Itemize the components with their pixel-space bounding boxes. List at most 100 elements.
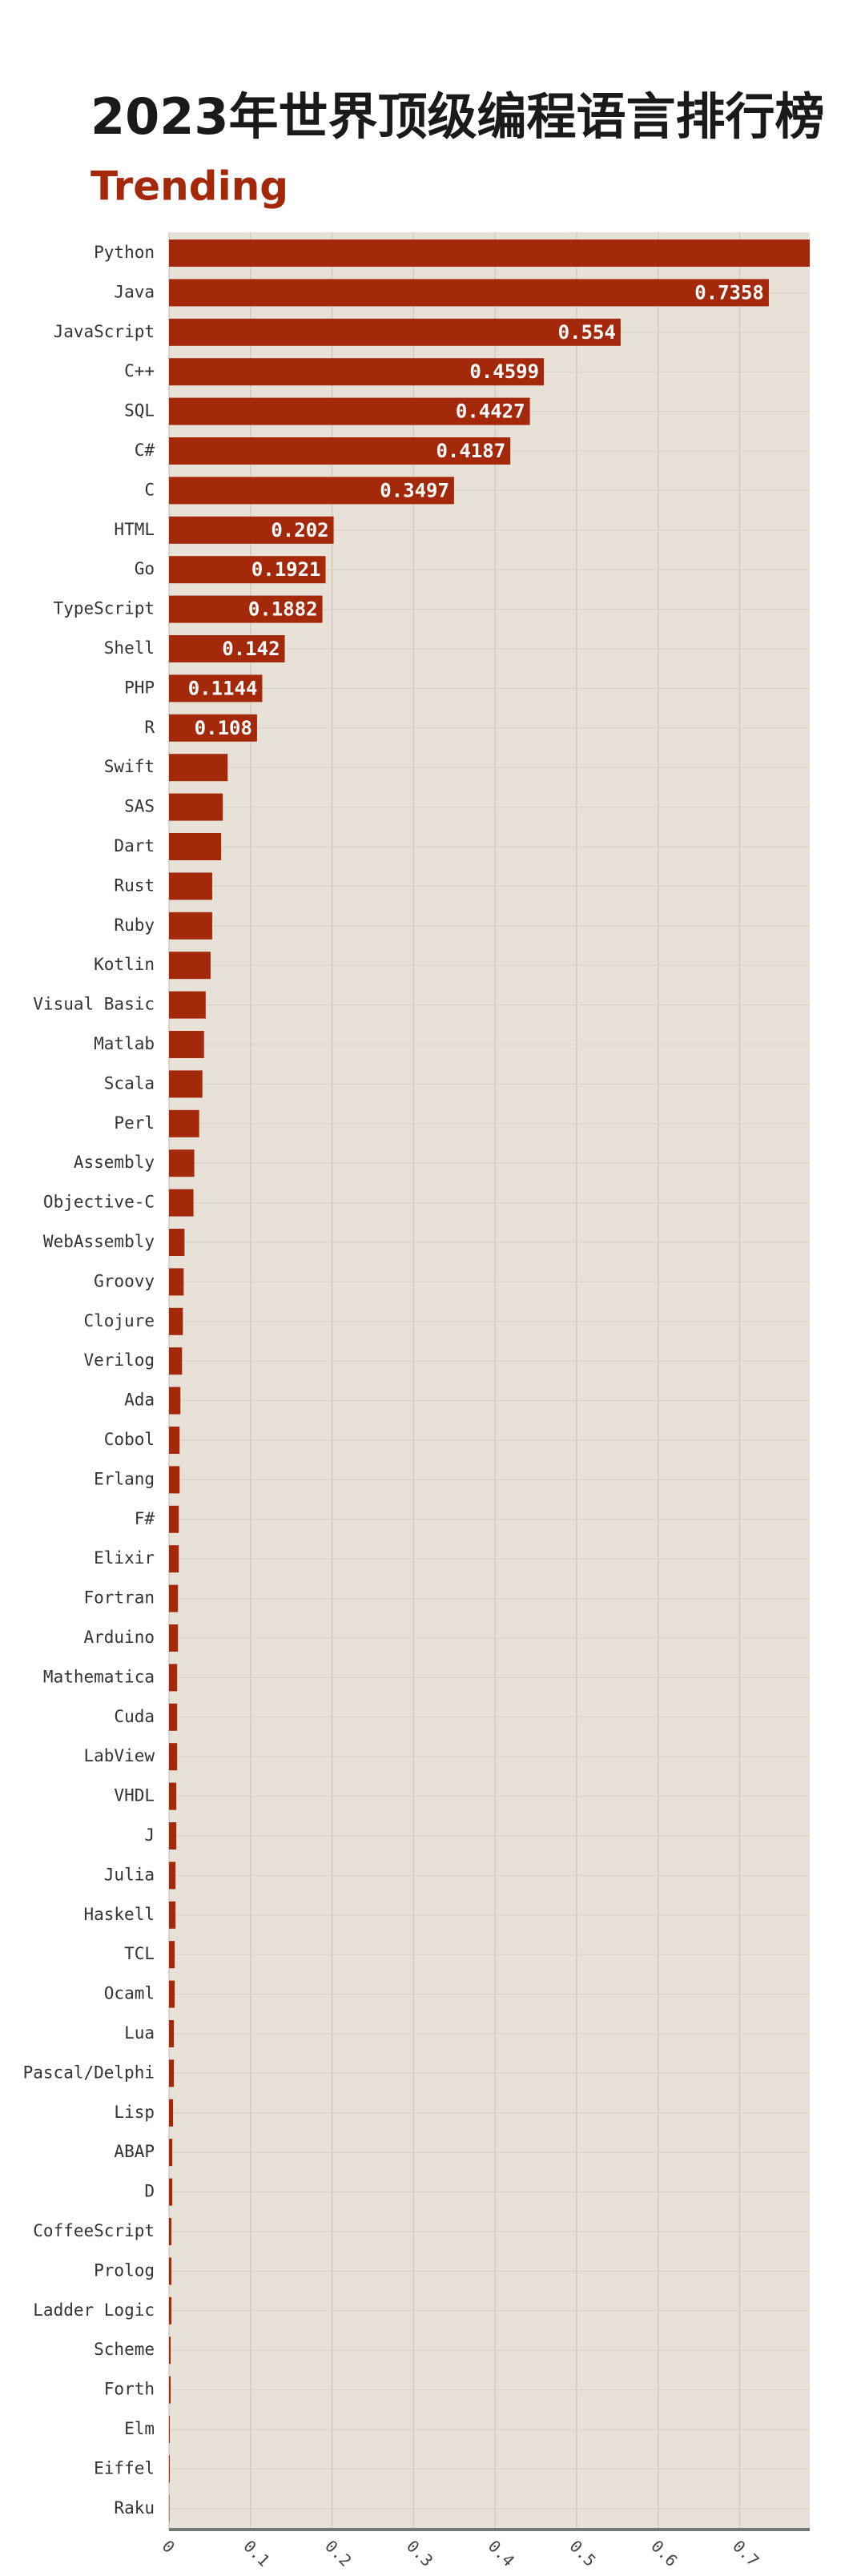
bar — [169, 2296, 172, 2324]
y-tick-label: Mathematica — [43, 1667, 155, 1686]
bar — [169, 2455, 171, 2483]
bar — [169, 1149, 195, 1177]
bar — [169, 2494, 170, 2522]
y-tick-label: Dart — [114, 836, 155, 855]
bar — [169, 1229, 185, 1256]
y-tick-label: Swift — [104, 757, 155, 776]
x-tick-label: 0.6 — [647, 2536, 682, 2570]
bar — [169, 1268, 184, 1296]
y-tick-label: Java — [114, 282, 155, 301]
x-tick-label: 0.2 — [321, 2536, 356, 2570]
bar — [169, 1584, 179, 1612]
y-tick-label: LabView — [83, 1746, 155, 1765]
bar — [169, 1387, 181, 1415]
y-tick-label: Clojure — [83, 1311, 155, 1330]
x-tick-label: 0.3 — [403, 2536, 437, 2570]
value-label: 0.554 — [558, 321, 616, 344]
y-tick-label: Prolog — [94, 2260, 155, 2280]
y-tick-label: ABAP — [114, 2142, 155, 2161]
bar — [169, 1822, 177, 1849]
bar — [169, 674, 263, 702]
y-tick-label: Rust — [114, 875, 155, 895]
bar — [169, 714, 257, 742]
y-tick-label: C# — [135, 441, 155, 460]
bar — [169, 872, 212, 900]
y-tick-label: C — [144, 480, 155, 499]
bar — [169, 397, 530, 425]
y-tick-label: Assembly — [74, 1153, 155, 1172]
bar — [169, 318, 621, 346]
y-tick-label: Go — [135, 559, 155, 578]
y-tick-label: J — [144, 1825, 155, 1845]
bar — [169, 2376, 171, 2404]
bar — [169, 2337, 171, 2365]
bar — [169, 595, 323, 623]
y-tick-label: Ruby — [114, 916, 155, 935]
value-label: 0.1921 — [251, 558, 321, 581]
y-tick-label: Python — [94, 243, 155, 262]
value-label: 0.142 — [222, 638, 280, 660]
y-tick-label: Raku — [114, 2498, 155, 2518]
bar — [169, 1703, 178, 1731]
x-tick-label: 0.5 — [565, 2536, 600, 2570]
y-tick-label: HTML — [114, 520, 155, 539]
bar — [169, 1189, 194, 1217]
y-tick-label: F# — [135, 1509, 155, 1528]
y-tick-label: Pascal/Delphi — [23, 2063, 155, 2082]
bar — [169, 2020, 175, 2047]
bar — [169, 1980, 175, 2008]
bar — [169, 1901, 176, 1929]
y-tick-label: CoffeeScript — [33, 2221, 155, 2240]
chart-title: 2023年世界顶级编程语言排行榜 — [91, 87, 825, 146]
bar — [169, 1109, 199, 1137]
value-label: 0.7358 — [694, 281, 764, 304]
y-tick-label: Lisp — [114, 2103, 155, 2122]
bar — [169, 477, 454, 505]
y-tick-label: Haskell — [83, 1905, 155, 1924]
y-tick-label: Groovy — [94, 1271, 155, 1290]
y-tick-label: Verilog — [83, 1350, 155, 1370]
y-tick-label: TCL — [124, 1944, 155, 1963]
y-tick-label: PHP — [124, 678, 155, 697]
bar — [169, 1427, 180, 1454]
bar — [169, 1347, 183, 1375]
bar — [169, 2178, 173, 2206]
bar — [169, 833, 222, 860]
y-tick-label: Shell — [104, 638, 155, 658]
bar — [169, 1743, 178, 1771]
y-tick-label: Visual Basic — [33, 995, 155, 1014]
bar — [169, 991, 206, 1019]
bar — [169, 754, 228, 782]
y-tick-label: JavaScript — [54, 322, 155, 341]
y-tick-label: SAS — [124, 797, 155, 816]
y-tick-label: Erlang — [94, 1469, 155, 1488]
y-tick-label: TypeScript — [54, 599, 155, 618]
x-tick-label: 0 — [159, 2536, 179, 2556]
y-tick-label: Ladder Logic — [33, 2300, 155, 2320]
y-tick-label: Perl — [114, 1113, 155, 1133]
y-tick-label: Ocaml — [104, 1984, 155, 2003]
y-tick-label: SQL — [124, 401, 155, 421]
y-tick-label: Matlab — [94, 1034, 155, 1053]
value-label: 0.202 — [271, 519, 328, 541]
y-tick-label: Forth — [104, 2380, 155, 2399]
y-tick-label: Ada — [124, 1391, 155, 1410]
bar — [169, 2059, 175, 2087]
y-tick-label: Cuda — [114, 1707, 155, 1726]
bar — [169, 556, 326, 584]
value-label: 0.108 — [195, 717, 252, 739]
y-tick-label: Scala — [104, 1073, 155, 1093]
y-tick-label: Cobol — [104, 1430, 155, 1449]
y-tick-label: WebAssembly — [43, 1232, 155, 1251]
value-label: 0.4187 — [436, 440, 505, 462]
bar — [169, 279, 769, 307]
bar — [169, 1545, 179, 1573]
x-tick-label: 0.1 — [239, 2536, 274, 2570]
bar — [169, 1070, 203, 1098]
bar — [169, 2139, 173, 2167]
bar — [169, 793, 223, 821]
x-tick-label: 0.7 — [729, 2536, 763, 2570]
bar — [169, 1307, 183, 1335]
y-tick-label: Arduino — [83, 1628, 155, 1647]
